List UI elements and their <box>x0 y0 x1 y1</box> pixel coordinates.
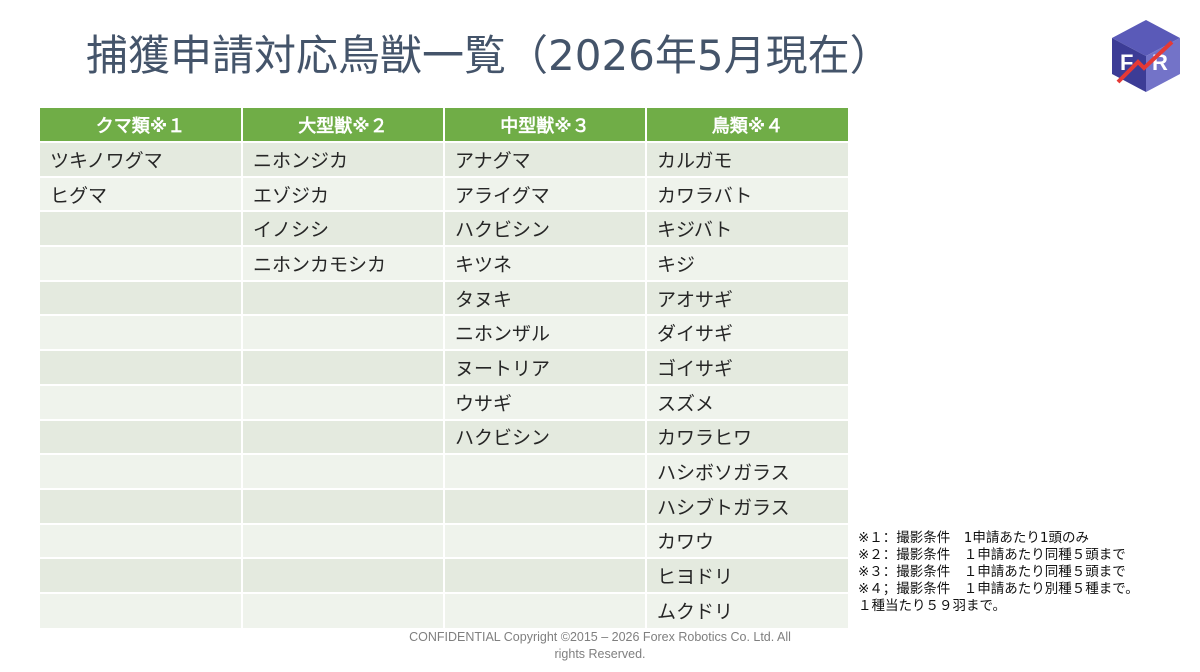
table-cell <box>40 453 243 489</box>
table-cell <box>242 591 445 628</box>
table-cell: ハシブトガラス <box>646 487 848 524</box>
forex-robotics-cube-logo: F R <box>1112 20 1180 92</box>
table-cell: ニホンザル <box>444 314 647 351</box>
table-cell <box>242 487 445 524</box>
footer-line-1: CONFIDENTIAL Copyright ©2015 – 2026 Fore… <box>409 630 791 644</box>
table-cell <box>242 522 445 559</box>
table-cell: カワウ <box>646 522 848 559</box>
table-cell <box>444 591 647 628</box>
table-row: ハシボソガラス <box>40 453 848 489</box>
note-large-mammals: ※２：撮影条件 １申請あたり同種５頭まで <box>858 547 1126 563</box>
table-cell <box>40 522 243 559</box>
table-row: ハクビシン カワラヒワ <box>40 418 848 455</box>
table-cell: イノシシ <box>242 210 445 247</box>
table-cell: エゾジカ <box>242 175 445 212</box>
table-body: ツキノワグマ ニホンジカ アナグマ カルガモ ヒグマ エゾジカ アライグマ カワラバト イノシシ… <box>40 141 848 628</box>
table-cell: ヒグマ <box>40 175 243 212</box>
table-row: ウサギ スズメ <box>40 383 848 420</box>
table-cell <box>444 453 647 489</box>
species-table: クマ類※１ 大型獣※２ 中型獣※３ 鳥類※４ ツキノワグマ ニホンジカ アナグマ カル… <box>40 108 848 628</box>
table-cell: キジバト <box>646 210 848 247</box>
logo-cube-right <box>1146 38 1180 92</box>
table-row: カワウ <box>40 522 848 559</box>
table-cell: カワラヒワ <box>646 418 848 455</box>
table-cell <box>40 210 243 247</box>
header-medium-mammals: 中型獣※３ <box>444 108 647 142</box>
table-cell: ダイサギ <box>646 314 848 351</box>
table-cell <box>40 279 243 316</box>
table-cell <box>242 557 445 593</box>
table-cell: アナグマ <box>444 141 647 177</box>
table-cell <box>242 453 445 489</box>
table-cell: ハシボソガラス <box>646 453 848 489</box>
table-cell <box>444 557 647 593</box>
table-cell: ヒヨドリ <box>646 557 848 593</box>
footer-line-2: rights Reserved. <box>554 647 646 661</box>
table-cell <box>242 349 445 385</box>
table-row: ヌートリア ゴイサギ <box>40 349 848 385</box>
table-cell: ハクビシン <box>444 418 647 455</box>
table-cell: アオサギ <box>646 279 848 316</box>
table-cell <box>40 349 243 385</box>
table-cell: スズメ <box>646 383 848 420</box>
table-cell <box>242 383 445 420</box>
table-row: ツキノワグマ ニホンジカ アナグマ カルガモ <box>40 141 848 177</box>
table-row: ハシブトガラス <box>40 487 848 524</box>
table-row: タヌキ アオサギ <box>40 279 848 316</box>
table-cell <box>40 314 243 351</box>
logo-lightning-icon <box>1116 40 1174 84</box>
note-birds: ※４；撮影条件 １申請あたり別種５種まで。 <box>858 581 1139 597</box>
table-cell: アライグマ <box>444 175 647 212</box>
table-row: ヒグマ エゾジカ アライグマ カワラバト <box>40 175 848 212</box>
table-cell <box>242 279 445 316</box>
note-bears: ※１：撮影条件 1申請あたり1頭のみ <box>858 530 1089 546</box>
table-cell <box>40 487 243 524</box>
table-cell: ニホンジカ <box>242 141 445 177</box>
header-birds: 鳥類※４ <box>646 108 848 142</box>
table-cell: ゴイサギ <box>646 349 848 385</box>
table-cell: キジ <box>646 245 848 281</box>
note-birds-limit: １種当たり５９羽まで。 <box>858 598 1006 614</box>
table-cell <box>242 314 445 351</box>
table-cell <box>40 418 243 455</box>
table-cell <box>242 418 445 455</box>
header-large-mammals: 大型獣※２ <box>242 108 445 142</box>
table-cell: ムクドリ <box>646 591 848 628</box>
table-cell <box>40 245 243 281</box>
table-row: ニホンカモシカ キツネ キジ <box>40 245 848 281</box>
table-row: ヒヨドリ <box>40 557 848 593</box>
table-cell: キツネ <box>444 245 647 281</box>
table-cell: カワラバト <box>646 175 848 212</box>
slide-title: 捕獲申請対応鳥獣一覧（2026年5月現在） <box>86 31 892 80</box>
table-row: ムクドリ <box>40 591 848 628</box>
table-cell <box>40 557 243 593</box>
conditions-notes: ※１：撮影条件 1申請あたり1頭のみ ※２：撮影条件 １申請あたり同種５頭まで … <box>858 530 1139 615</box>
table-row: イノシシ ハクビシン キジバト <box>40 210 848 247</box>
table-cell: ツキノワグマ <box>40 141 243 177</box>
table-cell: ニホンカモシカ <box>242 245 445 281</box>
header-bears: クマ類※１ <box>40 108 243 142</box>
table-cell: カルガモ <box>646 141 848 177</box>
table-cell <box>40 383 243 420</box>
note-medium-mammals: ※３：撮影条件 １申請あたり同種５頭まで <box>858 564 1126 580</box>
table-cell: ハクビシン <box>444 210 647 247</box>
table-cell <box>444 522 647 559</box>
table-cell <box>444 487 647 524</box>
table-header-row: クマ類※１ 大型獣※２ 中型獣※３ 鳥類※４ <box>40 108 848 142</box>
species-table-container: クマ類※１ 大型獣※２ 中型獣※３ 鳥類※４ ツキノワグマ ニホンジカ アナグマ カル… <box>40 108 848 628</box>
table-cell: タヌキ <box>444 279 647 316</box>
table-cell <box>40 591 243 628</box>
table-row: ニホンザル ダイサギ <box>40 314 848 351</box>
table-cell: ウサギ <box>444 383 647 420</box>
copyright-footer: CONFIDENTIAL Copyright ©2015 – 2026 Fore… <box>380 629 820 663</box>
table-cell: ヌートリア <box>444 349 647 385</box>
